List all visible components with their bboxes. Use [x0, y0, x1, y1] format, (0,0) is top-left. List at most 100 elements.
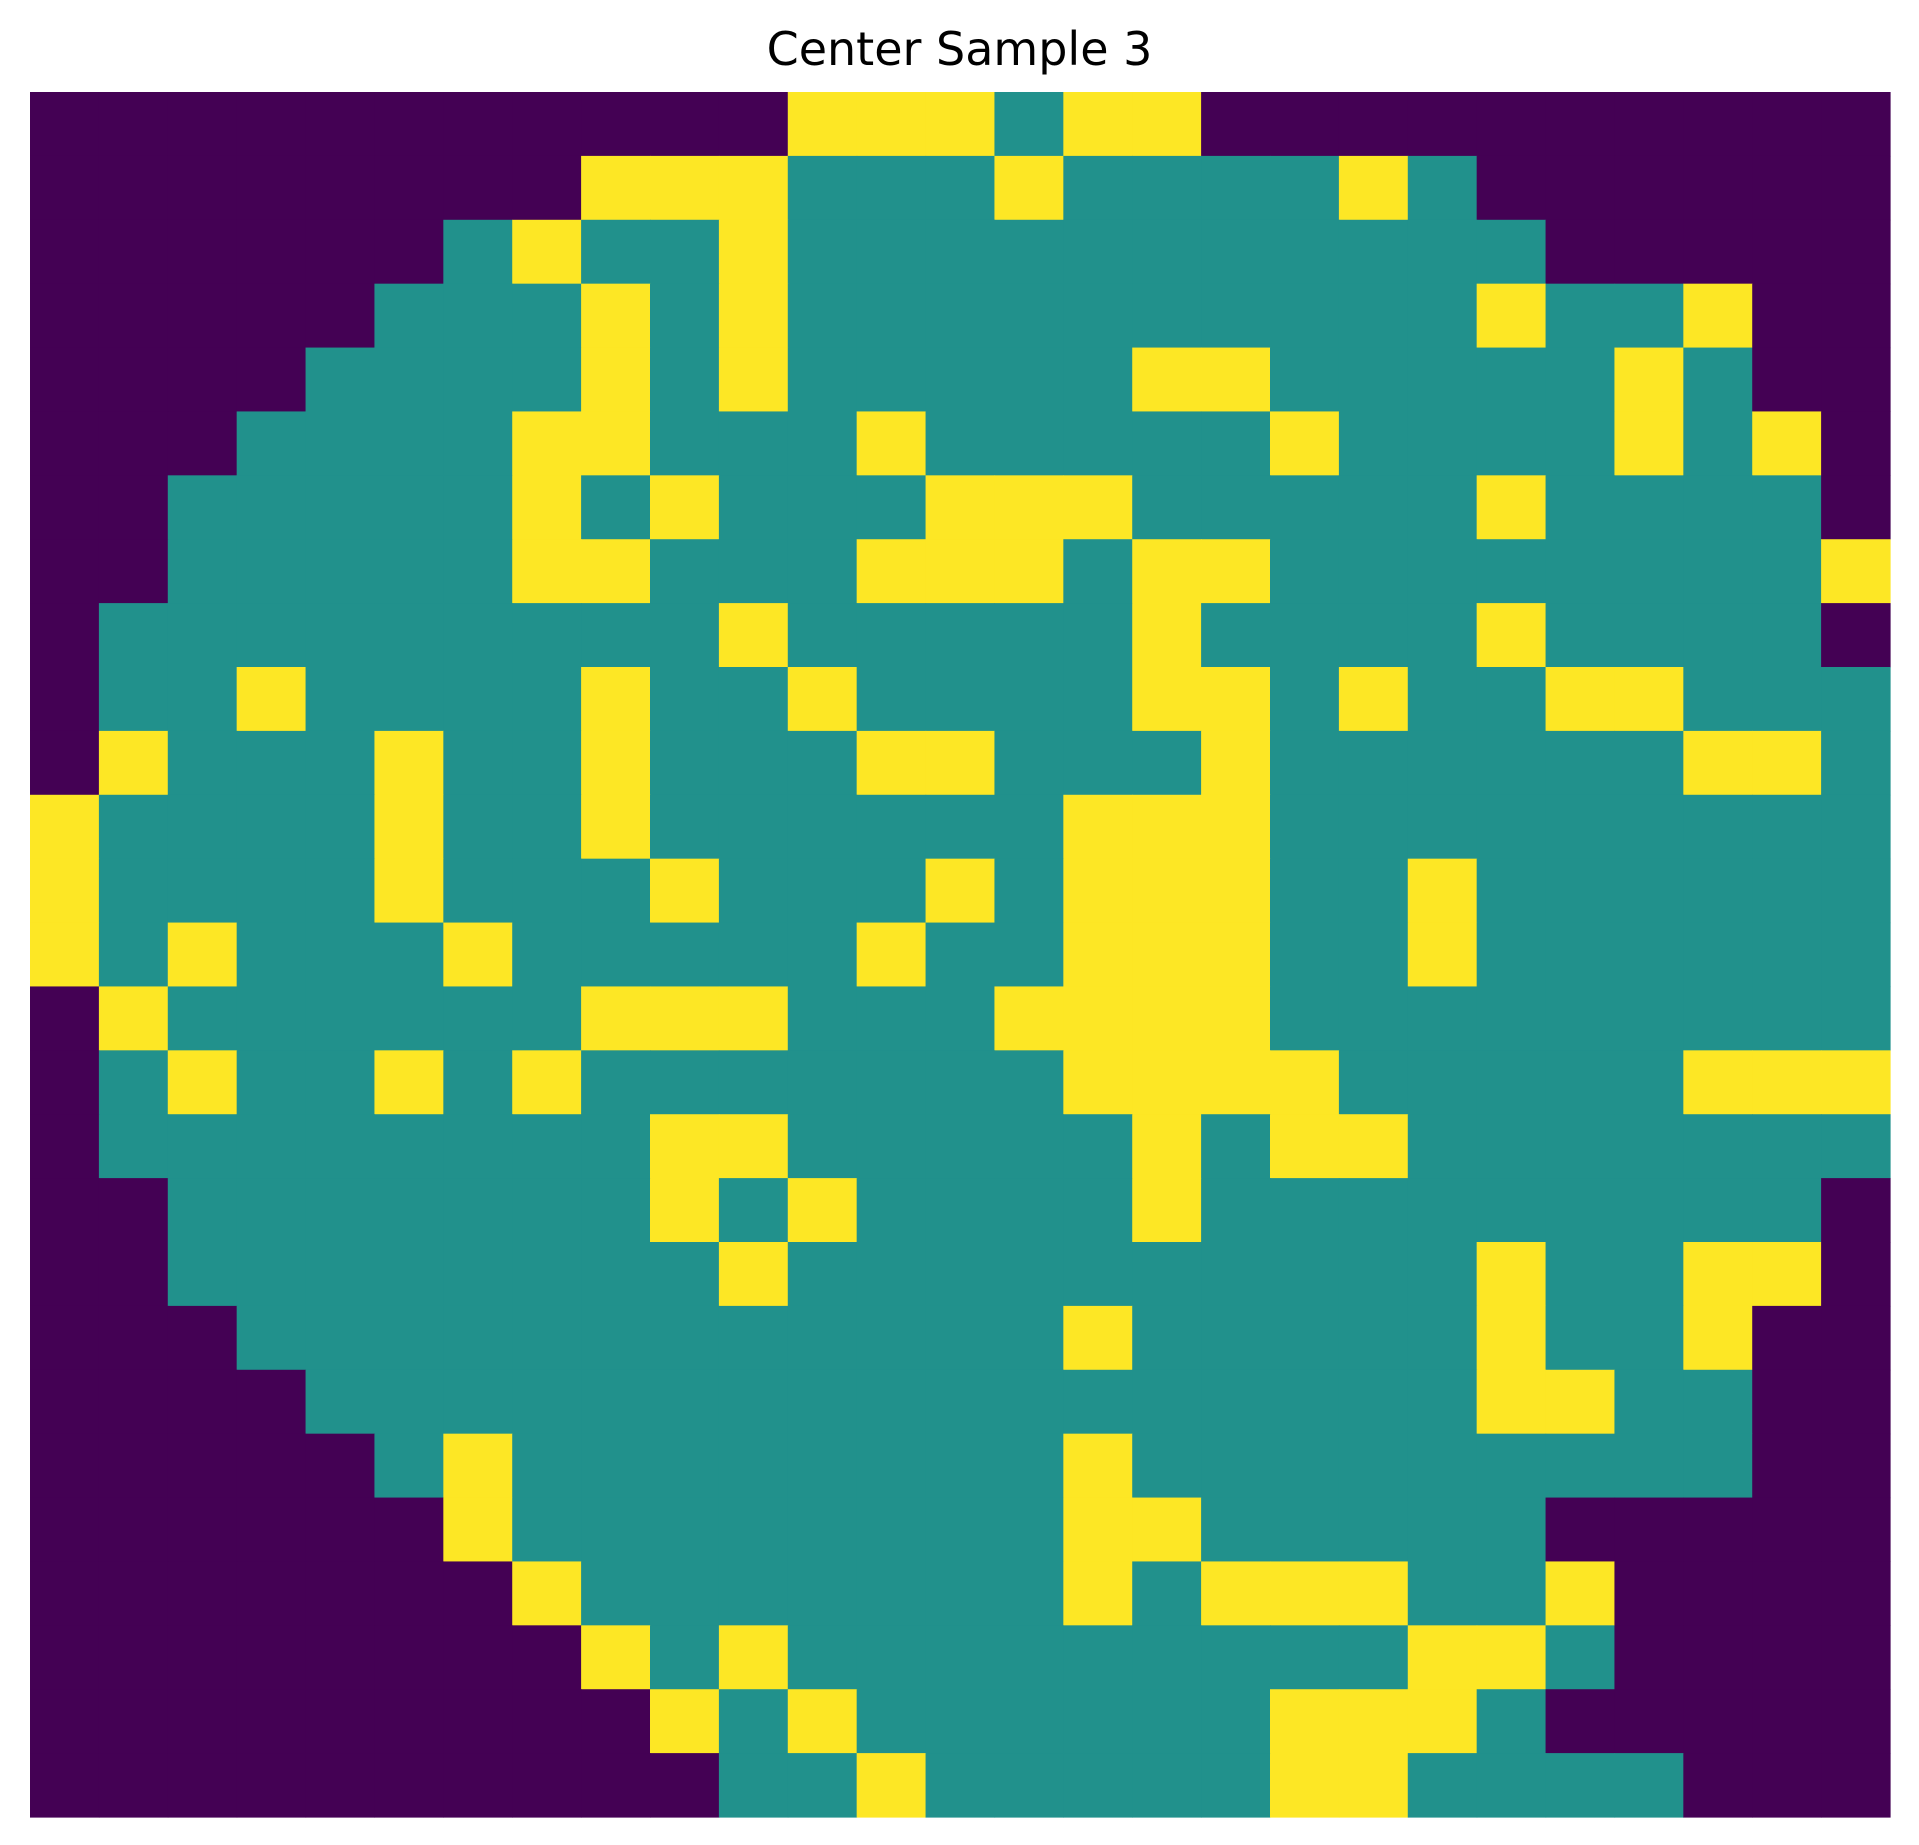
heatmap-cell — [1270, 475, 1340, 540]
heatmap-cell — [1476, 603, 1547, 668]
heatmap-cell — [787, 92, 858, 157]
heatmap-cell — [1063, 922, 1133, 988]
heatmap-cell — [925, 411, 996, 476]
heatmap-cell — [718, 155, 789, 221]
heatmap-cell — [856, 1242, 927, 1307]
heatmap-cell — [581, 858, 651, 924]
heatmap-cell — [1752, 92, 1822, 157]
heatmap-cell — [305, 155, 376, 221]
heatmap-cell — [1338, 92, 1409, 157]
heatmap-cell — [925, 730, 996, 796]
heatmap-cell — [1614, 92, 1684, 157]
heatmap-cell — [1270, 1497, 1340, 1563]
heatmap-cell — [30, 986, 100, 1051]
heatmap-cell — [1752, 411, 1822, 476]
heatmap-cell — [1821, 1305, 1891, 1371]
heatmap-cell — [443, 730, 513, 796]
heatmap-cell — [167, 1242, 238, 1307]
heatmap-cell — [925, 539, 996, 604]
heatmap-cell — [1338, 667, 1409, 732]
heatmap-cell — [305, 922, 376, 988]
heatmap-cell — [718, 1050, 789, 1115]
heatmap-cell — [1821, 1433, 1891, 1499]
heatmap-cell — [305, 1497, 376, 1563]
heatmap-cell — [581, 667, 651, 732]
heatmap-cell — [1476, 1242, 1547, 1307]
heatmap-cell — [1338, 603, 1409, 668]
heatmap-cell — [1201, 603, 1271, 668]
heatmap-cell — [994, 475, 1064, 540]
heatmap-cell — [1821, 475, 1891, 540]
heatmap-cell — [1201, 539, 1271, 604]
heatmap-cell — [1545, 730, 1616, 796]
heatmap-cell — [650, 667, 720, 732]
heatmap-cell — [374, 922, 444, 988]
heatmap-cell — [98, 347, 169, 413]
heatmap-cell — [98, 283, 169, 349]
heatmap-cell — [1683, 92, 1753, 157]
heatmap-cell — [1614, 1753, 1684, 1818]
heatmap-cell — [718, 986, 789, 1051]
heatmap-cell — [443, 1178, 513, 1243]
heatmap-cell — [443, 155, 513, 221]
heatmap-cell — [1614, 475, 1684, 540]
heatmap-cell — [30, 1689, 100, 1754]
heatmap-cell — [98, 1114, 169, 1179]
heatmap-cell — [1132, 603, 1202, 668]
heatmap-cell — [1270, 1242, 1340, 1307]
heatmap-cell — [925, 283, 996, 349]
heatmap-cell — [1614, 1242, 1684, 1307]
heatmap-cell — [1407, 283, 1478, 349]
heatmap-cell — [1476, 1114, 1547, 1179]
heatmap-cell — [30, 730, 100, 796]
heatmap-cell — [1132, 539, 1202, 604]
heatmap-cell — [236, 1242, 307, 1307]
heatmap-cell — [236, 1305, 307, 1371]
heatmap-cell — [650, 475, 720, 540]
heatmap-cell — [994, 1114, 1064, 1179]
heatmap-cell — [718, 1561, 789, 1626]
heatmap-cell — [650, 1369, 720, 1435]
heatmap-cell — [856, 155, 927, 221]
heatmap-cell — [98, 1561, 169, 1626]
heatmap-cell — [1338, 475, 1409, 540]
heatmap-cell — [787, 411, 858, 476]
heatmap-cell — [1821, 730, 1891, 796]
heatmap-cell — [512, 858, 582, 924]
heatmap-cell — [787, 1242, 858, 1307]
heatmap-cell — [650, 1625, 720, 1690]
heatmap-cell — [1270, 155, 1340, 221]
heatmap-cell — [1614, 922, 1684, 988]
heatmap-cell — [925, 1242, 996, 1307]
heatmap-cell — [581, 1369, 651, 1435]
heatmap-cell — [1545, 92, 1616, 157]
heatmap-cell — [1545, 347, 1616, 413]
heatmap-cell — [1752, 986, 1822, 1051]
heatmap-cell — [98, 219, 169, 285]
heatmap-cell — [1132, 283, 1202, 349]
heatmap-cell — [1132, 475, 1202, 540]
heatmap-cell — [443, 539, 513, 604]
heatmap-cell — [650, 539, 720, 604]
heatmap-cell — [98, 155, 169, 221]
heatmap-cell — [1752, 283, 1822, 349]
heatmap-cell — [374, 858, 444, 924]
heatmap-cell — [1270, 1753, 1340, 1818]
heatmap-cell — [650, 92, 720, 157]
heatmap-cell — [1270, 1050, 1340, 1115]
heatmap-cell — [994, 730, 1064, 796]
heatmap-cell — [1201, 283, 1271, 349]
heatmap-cell — [1752, 155, 1822, 221]
heatmap-cell — [236, 539, 307, 604]
heatmap-cell — [1270, 667, 1340, 732]
heatmap-cell — [1752, 1497, 1822, 1563]
heatmap-cell — [1201, 347, 1271, 413]
heatmap-cell — [1821, 155, 1891, 221]
heatmap-cell — [1545, 1625, 1616, 1690]
heatmap-cell — [718, 283, 789, 349]
heatmap-cell — [1407, 1433, 1478, 1499]
heatmap-cell — [98, 1433, 169, 1499]
heatmap-cell — [374, 986, 444, 1051]
heatmap-cell — [1476, 1689, 1547, 1754]
